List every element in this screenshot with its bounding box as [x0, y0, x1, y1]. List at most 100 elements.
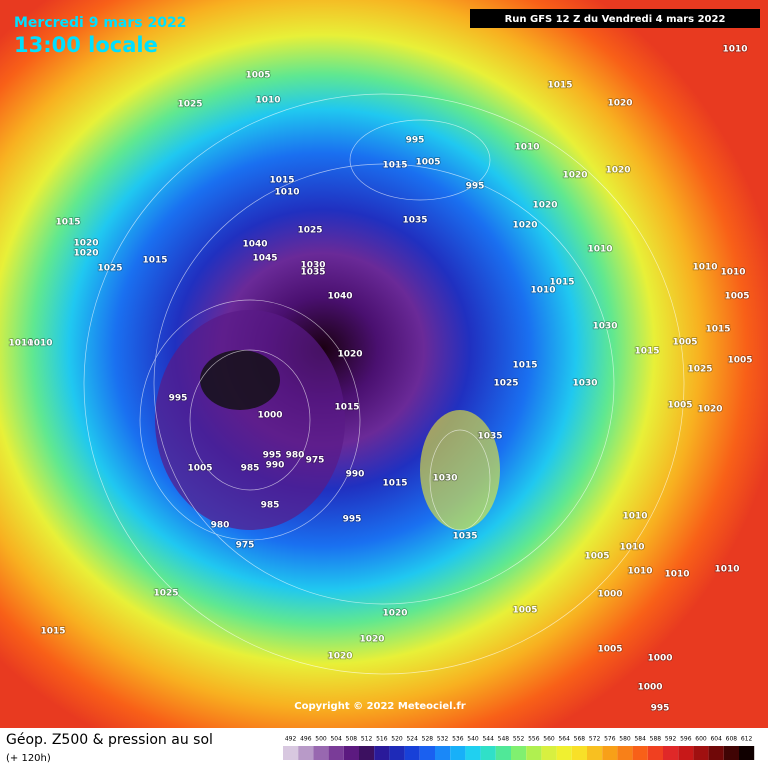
colorbar-swatch: [723, 746, 739, 760]
isobar-label: 1020: [607, 99, 632, 109]
isobar-label: 1020: [697, 405, 722, 415]
colorbar-swatch: [404, 746, 420, 760]
isobar-label: 1005: [512, 606, 537, 616]
isobar-label: 1010: [274, 188, 299, 198]
isobar-label: 1005: [245, 71, 270, 81]
colorbar-swatch: [343, 746, 359, 760]
colorbar-label: 508: [346, 736, 358, 743]
isobar-label: 1010: [530, 286, 555, 296]
isobar-label: 1020: [73, 239, 98, 249]
isobar-label: 1010: [514, 143, 539, 153]
isobars: [83, 93, 685, 675]
isobar-label: 995: [406, 136, 425, 146]
colorbar-swatch: [480, 746, 496, 760]
isobar-label: 1000: [597, 590, 622, 600]
isobar-label: 1010: [622, 512, 647, 522]
colorbar-label: 520: [391, 736, 403, 743]
colorbar-label: 512: [361, 736, 373, 743]
isobar-label: 1010: [587, 245, 612, 255]
isobar-label: 1030: [572, 379, 597, 389]
isobar-label: 1015: [334, 403, 359, 413]
isobar-label: 1015: [55, 218, 80, 228]
isobar-label: 1005: [187, 464, 212, 474]
colorbar-label: 516: [376, 736, 388, 743]
colorbar-label: 592: [665, 736, 677, 743]
colorbar-label: 548: [498, 736, 510, 743]
colorbar-label: 584: [634, 736, 646, 743]
isobar-label: 1020: [605, 166, 630, 176]
isobar-label: 1010: [664, 570, 689, 580]
colorbar-label: 560: [543, 736, 555, 743]
date: Mercredi 9 mars 2022: [14, 15, 186, 31]
colorbar-swatch: [602, 746, 618, 760]
colorbar-swatch: [617, 746, 633, 760]
isobar-label: 1015: [512, 361, 537, 371]
isobar-label: 1005: [597, 645, 622, 655]
isobar-label: 1015: [142, 256, 167, 266]
isobar-label: 1010: [692, 263, 717, 273]
colorbar-swatch: [541, 746, 557, 760]
colorbar-swatch: [678, 746, 694, 760]
colorbar-swatch: [389, 746, 405, 760]
lead-time: (+ 120h): [6, 753, 51, 764]
footer-title: Géop. Z500 & pression au sol: [6, 732, 213, 748]
isobar-label: 1010: [27, 339, 52, 349]
isobar-label: 1005: [667, 401, 692, 411]
isobar-label: 1015: [40, 627, 65, 637]
isobar-label: 995: [343, 515, 362, 525]
isobar-label: 1035: [402, 216, 427, 226]
isobar-label: 1030: [300, 261, 325, 271]
low-center: [200, 350, 280, 410]
isobar-label: 1005: [727, 356, 752, 366]
isobar-label: 1020: [512, 221, 537, 231]
colorbar-swatch: [450, 746, 466, 760]
isobar-label: 1010: [255, 96, 280, 106]
isobar-label: 1000: [647, 654, 672, 664]
isobar-label: 1015: [382, 479, 407, 489]
colorbar-label: 504: [330, 736, 342, 743]
colorbar-swatch: [435, 746, 451, 760]
colorbar-label: 596: [680, 736, 692, 743]
colorbar-label: 588: [650, 736, 662, 743]
isobar-label: 995: [263, 451, 282, 461]
colorbar-label: 528: [422, 736, 434, 743]
isobar-label: 1015: [634, 347, 659, 357]
colorbar-swatch: [495, 746, 511, 760]
colorbar-label: 612: [741, 736, 753, 743]
isobar-label: 1040: [327, 292, 352, 302]
isobar-label: 1025: [297, 226, 322, 236]
isobar-label: 1010: [720, 268, 745, 278]
colorbar-label: 536: [452, 736, 464, 743]
colorbar-swatch: [571, 746, 587, 760]
isobar-label: 1020: [532, 201, 557, 211]
isobar-label: 1010: [714, 565, 739, 575]
isobar-label: 1025: [153, 589, 178, 599]
colorbar-label: 576: [604, 736, 616, 743]
colorbar-label: 608: [726, 736, 738, 743]
isobar-label: 985: [261, 501, 280, 511]
copyright: Copyright © 2022 Meteociel.fr: [294, 701, 465, 712]
isobar-label: 1015: [705, 325, 730, 335]
colorbar-label: 604: [710, 736, 722, 743]
low-core: [155, 310, 345, 530]
isobar-label: 975: [306, 456, 325, 466]
isobar-label: 1015: [549, 278, 574, 288]
colorbar-swatch: [328, 746, 344, 760]
colorbar-swatch: [298, 746, 314, 760]
isobar-label: 1020: [359, 635, 384, 645]
isobar-label: 1000: [257, 411, 282, 421]
colorbar-label: 600: [695, 736, 707, 743]
isobar-label: 990: [266, 461, 285, 471]
isobar-label: 1030: [592, 322, 617, 332]
colorbar-swatch: [663, 746, 679, 760]
colorbar-label: 492: [285, 736, 297, 743]
time: 13:00 locale: [14, 33, 158, 57]
isobar-label: 995: [466, 182, 485, 192]
isobar-label: 1035: [452, 532, 477, 542]
isobar-label: 995: [169, 394, 188, 404]
colorbar-label: 500: [315, 736, 327, 743]
colorbar-label: 564: [558, 736, 570, 743]
isobar-label: 1020: [73, 249, 98, 259]
colorbar-label: 568: [574, 736, 586, 743]
